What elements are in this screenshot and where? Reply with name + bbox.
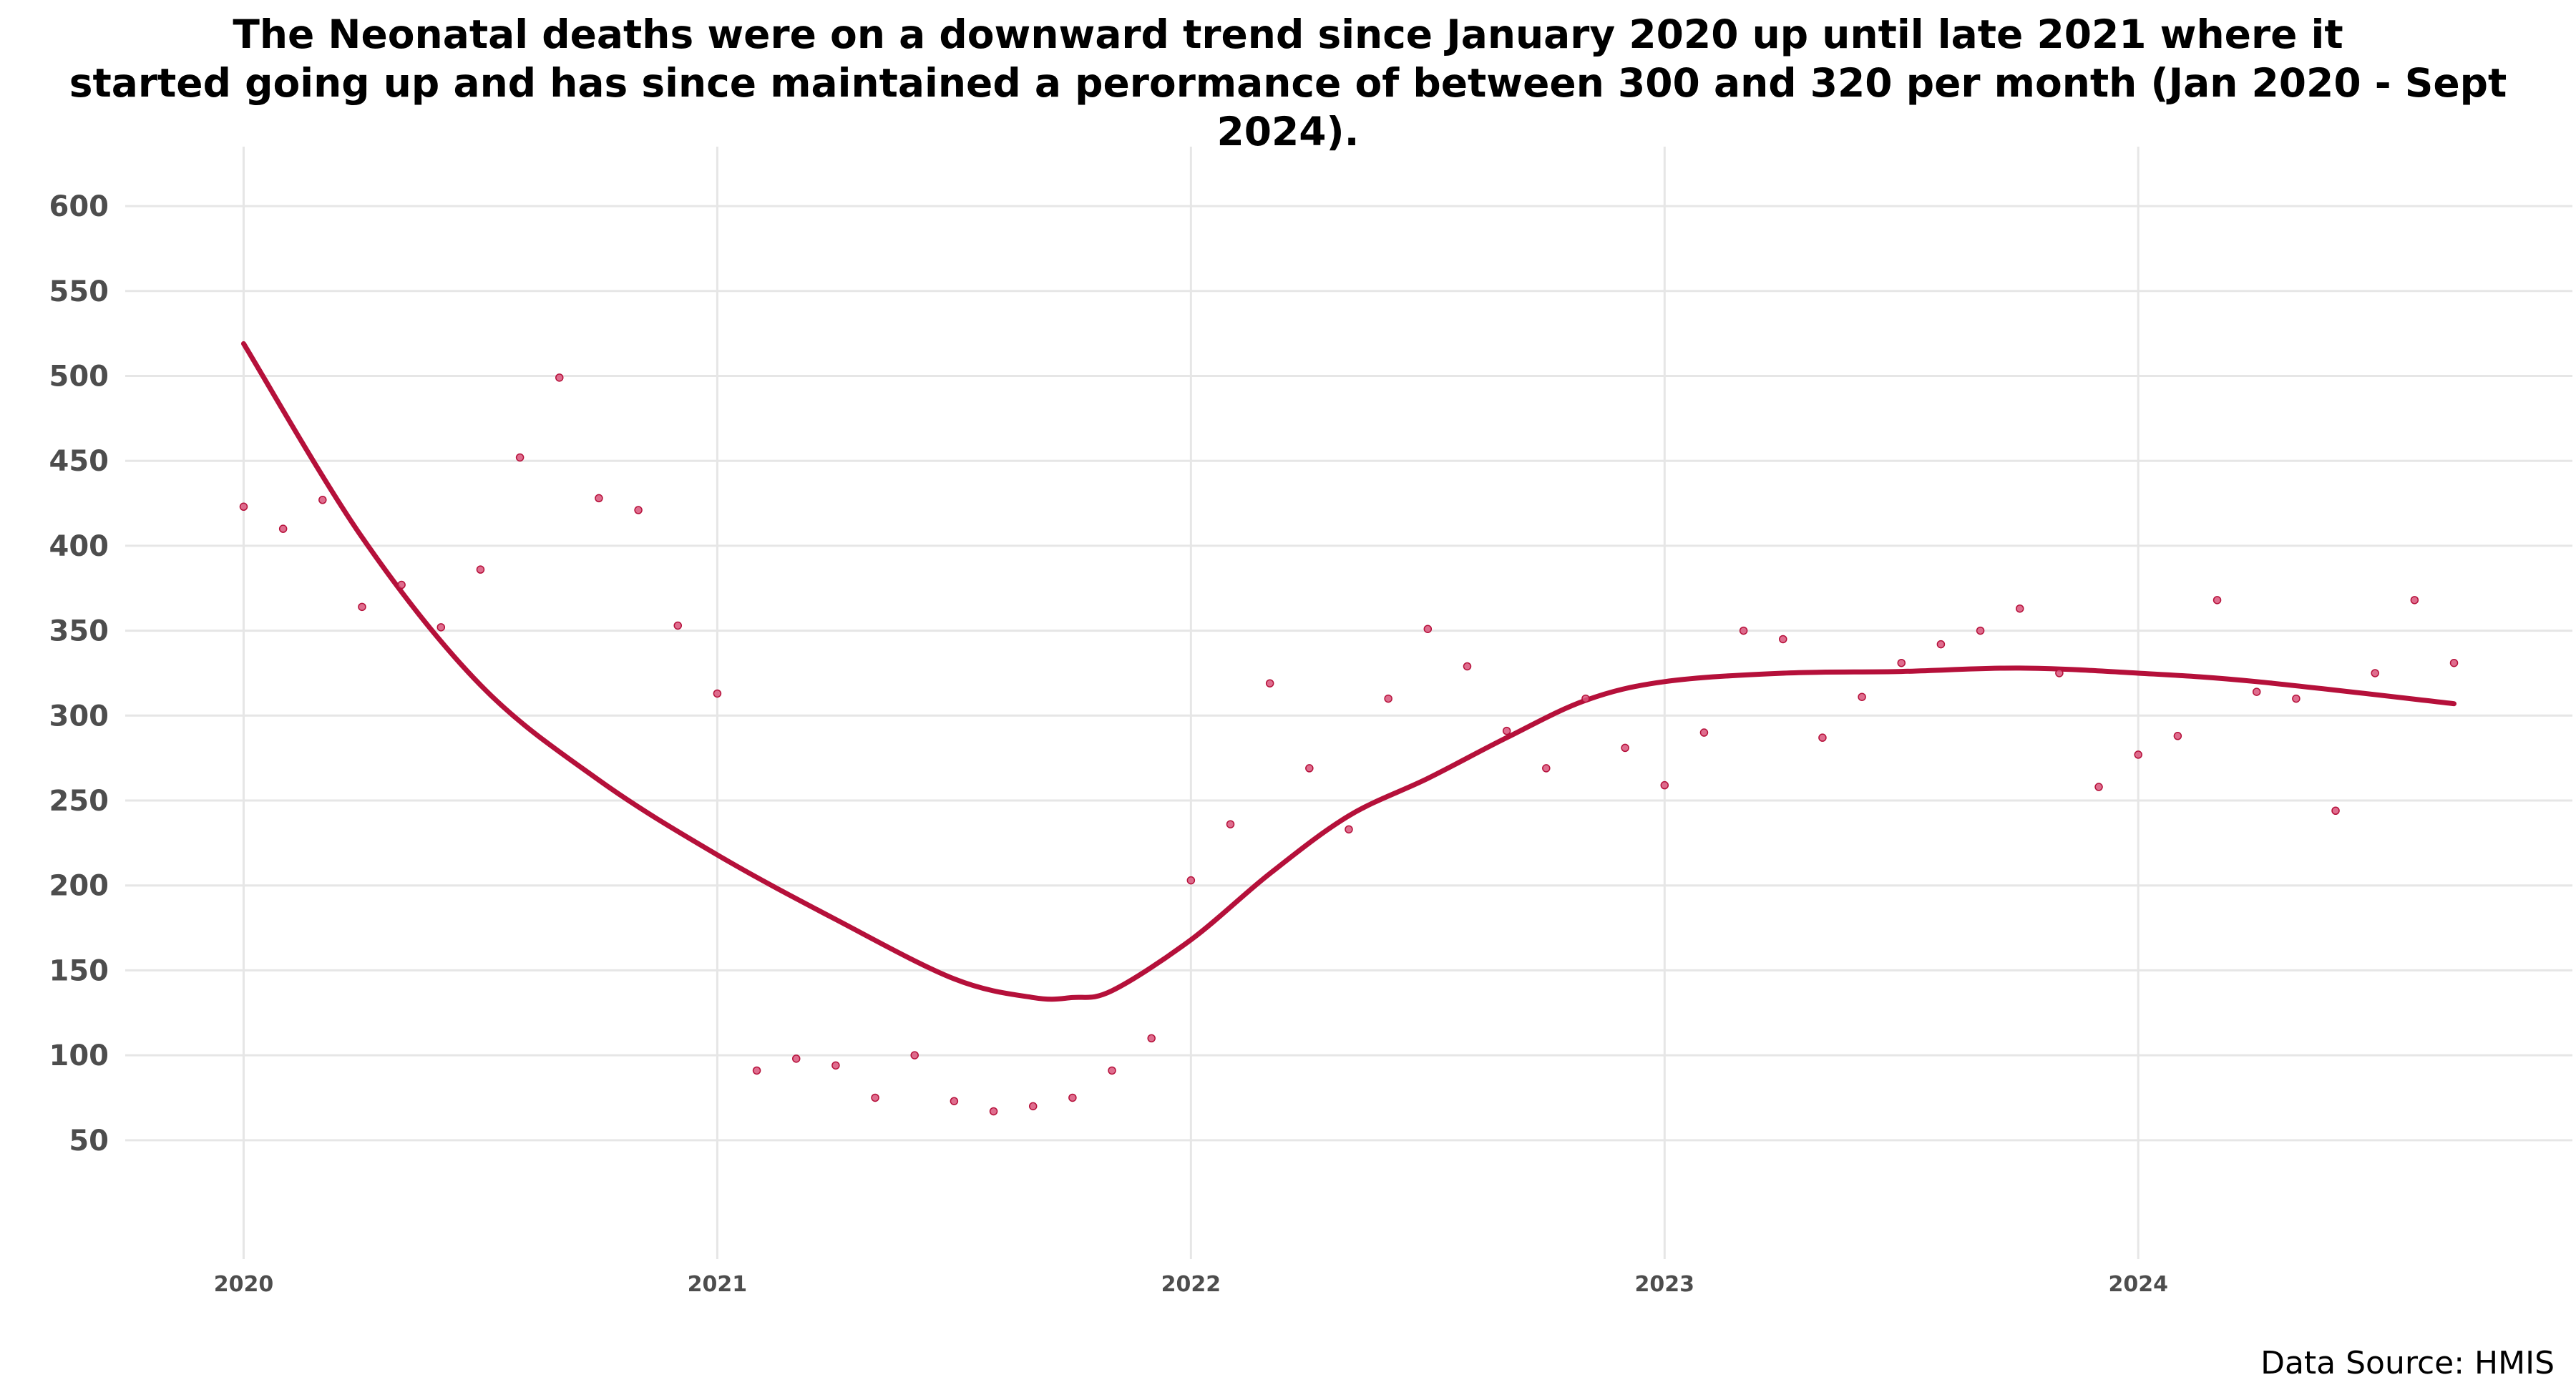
data-point (278, 524, 288, 533)
title-line-2: started going up and has since maintaine… (69, 60, 2507, 155)
data-point (1423, 625, 1433, 633)
data-point (555, 373, 564, 382)
data-point (950, 1097, 959, 1105)
data-point (2212, 596, 2222, 604)
data-point (1936, 640, 1946, 649)
data-point (1226, 820, 1235, 828)
data-point (2094, 783, 2103, 791)
y-tick-label: 50 (69, 1125, 109, 1157)
data-point (2371, 669, 2379, 677)
data-source: Data Source: HMIS (2260, 1345, 2555, 1381)
data-point (1502, 726, 1511, 735)
data-point (1581, 694, 1590, 703)
data-point (595, 494, 603, 503)
data-point (1186, 876, 1196, 885)
y-tick-label: 500 (49, 360, 109, 393)
data-point (1384, 694, 1392, 703)
trend-layer (240, 341, 2457, 1002)
data-point (358, 602, 366, 612)
data-point (752, 1066, 761, 1075)
data-point (713, 689, 722, 698)
y-tick-label: 450 (49, 445, 109, 478)
y-tick-label: 600 (49, 190, 109, 223)
x-tick-label: 2024 (2108, 1272, 2168, 1297)
data-point (1779, 635, 1787, 644)
x-tick-label: 2022 (1161, 1272, 1221, 1297)
data-point (2252, 687, 2261, 696)
chart-title: The Neonatal deaths were on a downward t… (0, 10, 2576, 156)
x-tick-label: 2020 (214, 1272, 274, 1297)
data-point (1068, 1093, 1077, 1102)
data-point (1108, 1066, 1116, 1075)
points-layer (239, 373, 2459, 1116)
data-point (1976, 626, 1985, 635)
y-tick-label: 150 (49, 954, 109, 987)
data-point (515, 453, 525, 462)
y-axis-ticks: 50 100 150 200 250 300 350 400 450 500 550 600 (49, 190, 109, 1157)
data-point (318, 496, 327, 504)
trend-line (240, 341, 2457, 1002)
x-tick-label: 2021 (688, 1272, 748, 1297)
data-point (1621, 743, 1629, 753)
data-point (1660, 780, 1669, 790)
data-point (2015, 604, 2024, 613)
data-point (1858, 692, 1866, 701)
data-point (2331, 806, 2340, 816)
data-point (1699, 728, 1709, 737)
y-tick-label: 350 (49, 615, 109, 648)
data-point (239, 502, 248, 512)
data-point (2410, 596, 2419, 604)
data-point (871, 1093, 879, 1102)
data-point (1897, 658, 1906, 667)
title-line-1: The Neonatal deaths were on a downward t… (233, 11, 2343, 57)
data-point (2449, 658, 2459, 667)
y-tick-label: 300 (49, 700, 109, 733)
data-point (1542, 764, 1551, 773)
data-point (2055, 669, 2064, 677)
data-point (791, 1054, 801, 1063)
y-tick-label: 200 (49, 870, 109, 903)
data-point (910, 1051, 919, 1059)
data-point (831, 1061, 840, 1070)
data-point (1818, 733, 1827, 742)
x-axis-ticks: 2020 2021 2022 2023 2024 (214, 1272, 2168, 1297)
y-tick-label: 100 (49, 1039, 109, 1072)
data-point (1028, 1102, 1038, 1111)
y-tick-label: 250 (49, 785, 109, 818)
data-point (673, 621, 683, 630)
data-point (1739, 626, 1748, 635)
data-point (989, 1107, 998, 1116)
data-point (2134, 750, 2142, 759)
data-point (1463, 662, 1472, 671)
data-point (397, 580, 406, 589)
data-point (2292, 694, 2301, 703)
data-point (2173, 732, 2182, 740)
y-tick-label: 400 (49, 530, 109, 563)
data-point (476, 565, 485, 574)
data-point (1305, 764, 1314, 773)
data-point (1345, 825, 1353, 834)
y-tick-label: 550 (49, 275, 109, 308)
x-tick-label: 2023 (1635, 1272, 1695, 1297)
data-point (436, 623, 446, 632)
data-point (1147, 1034, 1156, 1043)
data-point (1265, 679, 1274, 687)
grid-lines (125, 147, 2572, 1259)
data-point (634, 506, 643, 514)
